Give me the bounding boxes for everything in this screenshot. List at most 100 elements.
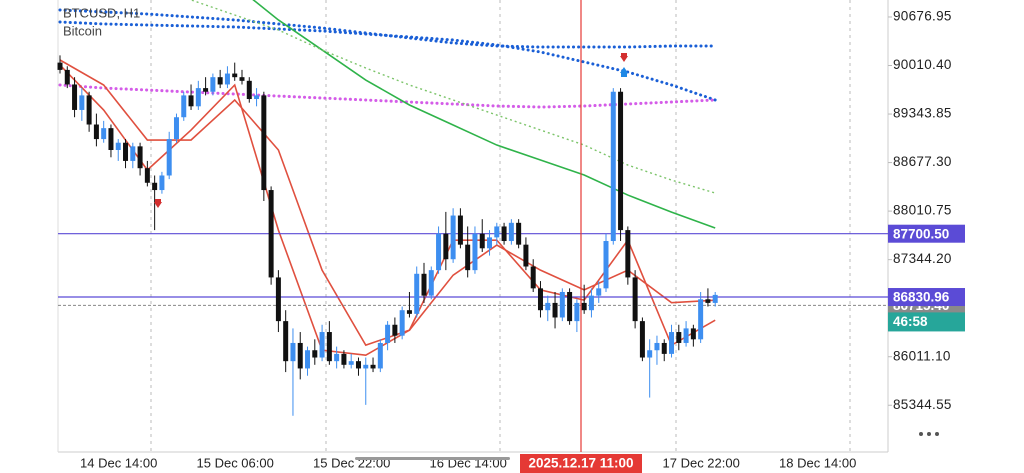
x-tick-label: 17 Dec 22:00 <box>663 455 740 470</box>
y-tick-label: 88677.30 <box>893 154 952 169</box>
candle-body <box>152 182 158 191</box>
candle-body <box>203 88 209 92</box>
candle-body <box>588 295 594 311</box>
candle-body <box>217 77 223 85</box>
y-tick-label: 88010.75 <box>893 203 952 218</box>
x-tick-label: 18 Dec 14:00 <box>779 455 856 470</box>
candle-body <box>254 95 260 100</box>
candle-body <box>355 361 361 369</box>
candle-body <box>508 222 514 242</box>
x-tick-label: 14 Dec 14:00 <box>80 455 157 470</box>
candle-body <box>363 364 369 369</box>
y-tick-label: 90676.95 <box>893 9 952 24</box>
candle-body <box>465 244 471 271</box>
candle-body <box>494 226 500 238</box>
candle-body <box>639 321 645 358</box>
candle-body <box>166 139 172 176</box>
candle-body <box>334 353 340 362</box>
candle-body <box>268 190 274 278</box>
candle-body <box>341 353 347 365</box>
candle-body <box>348 361 354 365</box>
candle-body <box>326 332 332 362</box>
indicator-line <box>59 64 716 357</box>
candle-body <box>537 288 543 311</box>
candle-body <box>610 91 616 242</box>
countdown-box <box>888 312 965 332</box>
candle-body <box>312 350 318 358</box>
candle-body <box>683 328 689 343</box>
candle-body <box>698 299 704 340</box>
candle-body <box>123 142 129 161</box>
crosshair-label: 2025.12.17 11:00 <box>528 456 633 471</box>
candle-body <box>647 350 653 358</box>
candle-body <box>712 294 718 303</box>
candle-body <box>581 302 587 311</box>
candle-body <box>567 291 573 322</box>
dot <box>919 432 923 436</box>
sell-arrow <box>620 53 628 62</box>
candle-body <box>574 302 580 322</box>
candle-body <box>399 310 405 336</box>
candle-body <box>261 95 267 191</box>
candle-body <box>210 77 216 92</box>
indicator-line <box>58 20 717 102</box>
candle-body <box>144 168 150 183</box>
candle-body <box>625 230 631 278</box>
scrollbar[interactable] <box>355 457 510 460</box>
candle-body <box>436 233 442 271</box>
candle-body <box>290 342 296 362</box>
candle-body <box>559 291 565 318</box>
candle-body <box>523 244 529 267</box>
candle-body <box>370 364 376 369</box>
candles <box>57 55 718 416</box>
candle-body <box>246 80 252 100</box>
candle-body <box>421 273 427 296</box>
indicators <box>58 0 717 357</box>
dot <box>927 432 931 436</box>
y-tick-label: 86011.10 <box>893 348 951 363</box>
candle-body <box>64 69 70 85</box>
dot <box>935 432 939 436</box>
candle-body <box>654 342 660 351</box>
indicator-line <box>189 0 716 194</box>
candle-body <box>181 95 187 118</box>
candle-body <box>72 84 78 110</box>
countdown: 46:58 <box>893 314 928 329</box>
candle-body <box>406 310 412 314</box>
candle-body <box>428 270 434 296</box>
candle-body <box>57 62 63 70</box>
candle-body <box>137 146 143 169</box>
candle-body <box>705 299 711 303</box>
symbol-name: Bitcoin <box>63 23 102 38</box>
candle-body <box>487 237 493 249</box>
buy-arrow <box>620 67 628 77</box>
candle-body <box>385 324 391 343</box>
candle-body <box>319 332 325 358</box>
axes: 90676.95 90010.40 89343.85 88677.30 88010.75… <box>80 9 965 470</box>
candle-body <box>479 233 485 249</box>
x-tick-label: 15 Dec 06:00 <box>197 455 274 470</box>
level-label: 87700.50 <box>893 226 949 241</box>
indicator-line <box>252 0 716 229</box>
indicator-line <box>58 83 717 109</box>
candle-body <box>472 233 478 271</box>
candle-body <box>239 77 245 81</box>
candle-body <box>93 124 99 140</box>
grid <box>150 0 851 452</box>
candle-body <box>115 142 121 150</box>
sell-arrow <box>154 199 162 208</box>
y-tick-label: 87344.20 <box>893 251 952 266</box>
candle-body <box>297 342 303 369</box>
candle-body <box>690 328 696 340</box>
candle-body <box>501 226 507 242</box>
candle-body <box>676 332 682 343</box>
y-tick-label: 85344.55 <box>893 397 952 412</box>
candle-body <box>414 273 420 314</box>
candle-body <box>516 222 522 245</box>
candle-body <box>86 95 92 125</box>
candle-body <box>130 146 136 161</box>
candle-body <box>545 302 551 311</box>
more-menu[interactable] <box>919 432 939 436</box>
